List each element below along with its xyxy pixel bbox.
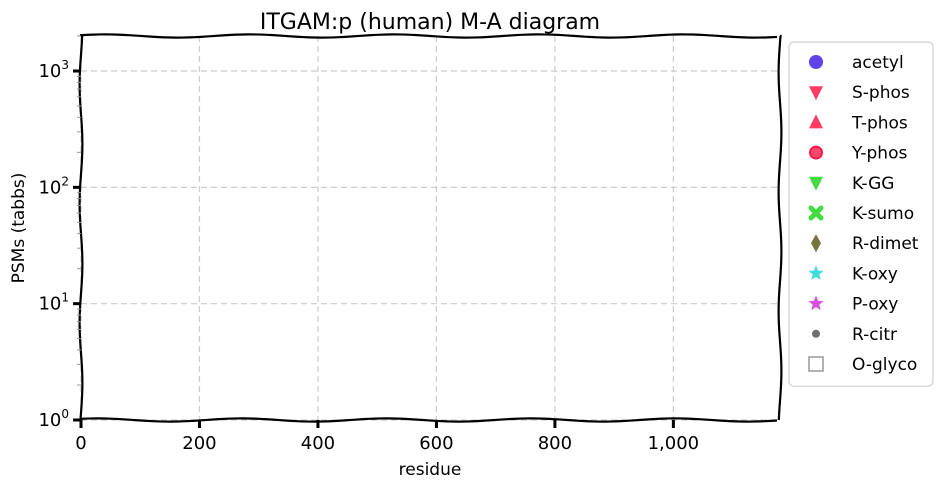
legend-marker-p-oxy (808, 295, 824, 311)
legend-box (788, 41, 934, 387)
chart-title: ITGAM:p (human) M-A diagram (260, 10, 600, 35)
legend-marker-k-oxy (808, 265, 824, 280)
x-tick-label: 600 (419, 433, 453, 454)
legend-marker-y-phos (809, 145, 823, 160)
legend-label: R-citr (852, 325, 897, 345)
legend-label: K-oxy (852, 264, 898, 284)
legend-label: acetyl (852, 53, 904, 73)
legend-label: K-GG (852, 174, 894, 194)
y-axis: 100 101 102 103 (38, 35, 81, 431)
legend-marker-r-dimet (811, 234, 821, 253)
legend-marker-o-glyco (808, 356, 824, 372)
legend-label: R-dimet (852, 234, 919, 254)
legend-label: Y-phos (851, 144, 907, 164)
x-axis: 0 200 400 600 800 1,000 (75, 420, 699, 454)
legend-label: T-phos (851, 113, 908, 133)
y-tick-label: 103 (38, 58, 69, 82)
y-tick-label: 102 (38, 174, 69, 198)
x-tick-label: 0 (75, 433, 86, 454)
x-axis-label: residue (399, 460, 462, 480)
legend-label: P-oxy (852, 295, 898, 315)
y-tick-label: 100 (38, 407, 69, 431)
legend-marker-t-phos (809, 114, 823, 129)
plot-frame (78, 33, 783, 423)
y-tick-label: 101 (38, 291, 69, 315)
x-tick-label: 800 (538, 433, 572, 454)
frame-left (78, 34, 84, 421)
x-tick-label: 1,000 (648, 433, 700, 454)
frame-right (777, 34, 783, 421)
legend-label: S-phos (852, 83, 910, 103)
legend-marker-s-phos (809, 86, 823, 101)
frame-bottom (79, 417, 778, 423)
grid (80, 36, 780, 421)
legend-label: K-sumo (852, 204, 914, 224)
x-tick-label: 400 (301, 433, 335, 454)
x-tick-label: 200 (182, 433, 216, 454)
legend: acetyl S-phos T-phos Y-phos K-GG K-sumo R-dime… (788, 41, 934, 387)
legend-marker-k-sumo (808, 205, 824, 221)
legend-marker-acetyl (809, 55, 823, 69)
legend-label: O-glyco (852, 355, 917, 375)
y-axis-label: PSMs (tabbs) (9, 173, 29, 284)
legend-marker-k-gg (809, 176, 823, 191)
frame-top (79, 33, 778, 39)
legend-marker-r-citr (812, 329, 820, 338)
